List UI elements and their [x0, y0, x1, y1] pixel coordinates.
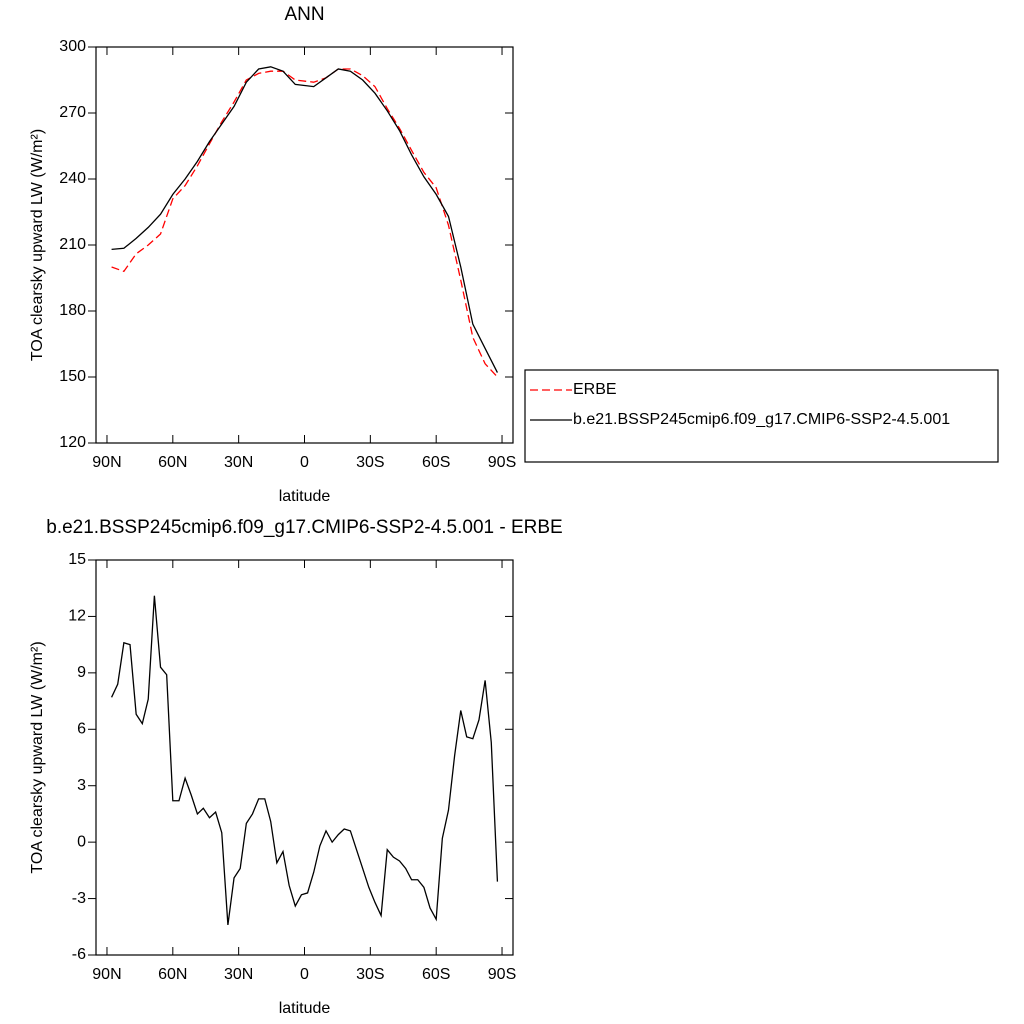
x-tick-label: 60N	[158, 966, 187, 983]
x-tick-label: 90N	[92, 966, 121, 983]
data-line	[110, 595, 499, 925]
plot-frame	[95, 46, 514, 444]
x-axis-label: latitude	[279, 1000, 331, 1017]
chart-title: b.e21.BSSP245cmip6.f09_g17.CMIP6-SSP2-4.…	[46, 517, 562, 538]
x-tick-label: 60S	[422, 454, 450, 471]
y-tick-label: 240	[59, 170, 86, 187]
y-tick-label: 0	[77, 833, 86, 850]
y-tick-label: 300	[59, 38, 86, 55]
x-tick-label: 90S	[488, 454, 516, 471]
y-tick-label: 12	[68, 608, 86, 625]
x-tick-label: 0	[300, 966, 309, 983]
data-line	[111, 66, 498, 373]
y-tick-label: 120	[59, 434, 86, 451]
y-tick-label: 15	[68, 551, 86, 568]
x-tick-label: 60S	[422, 966, 450, 983]
x-tick-label: 0	[300, 454, 309, 471]
y-tick-label: 180	[59, 302, 86, 319]
legend-box	[524, 369, 999, 463]
legend-label: ERBE	[573, 381, 617, 398]
plot-frame	[95, 559, 514, 956]
y-tick-label: 6	[77, 721, 86, 738]
y-axis-label: TOA clearsky upward LW (W/m²)	[29, 129, 46, 361]
x-tick-label: 90N	[92, 454, 121, 471]
y-tick-label: 9	[77, 664, 86, 681]
legend-label: b.e21.BSSP245cmip6.f09_g17.CMIP6-SSP2-4.…	[573, 411, 950, 428]
data-line	[111, 68, 498, 378]
y-tick-label: 270	[59, 104, 86, 121]
y-tick-label: 210	[59, 236, 86, 253]
x-tick-label: 30S	[356, 966, 384, 983]
x-tick-label: 60N	[158, 454, 187, 471]
x-tick-label: 30N	[224, 966, 253, 983]
y-tick-label: -6	[72, 946, 86, 963]
y-tick-label: -3	[72, 890, 86, 907]
x-tick-label: 30N	[224, 454, 253, 471]
y-axis-label: TOA clearsky upward LW (W/m²)	[29, 641, 46, 873]
x-axis-label: latitude	[279, 488, 331, 505]
chart-title: ANN	[284, 4, 324, 25]
y-tick-label: 150	[59, 368, 86, 385]
x-tick-label: 30S	[356, 454, 384, 471]
y-tick-label: 3	[77, 777, 86, 794]
x-tick-label: 90S	[488, 966, 516, 983]
